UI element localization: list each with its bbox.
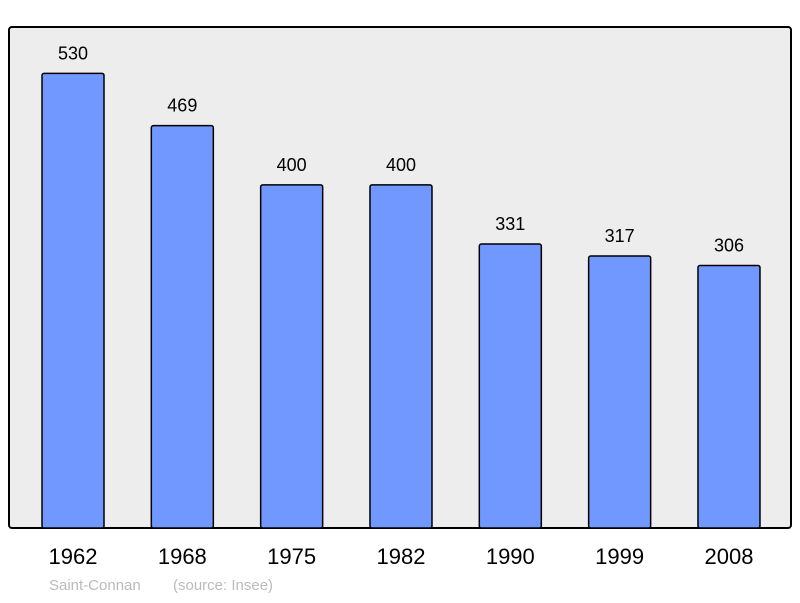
x-tick-label: 1990 (486, 544, 535, 569)
data-label: 317 (605, 226, 635, 246)
data-label: 400 (386, 155, 416, 175)
footer-source: (source: Insee) (173, 577, 273, 594)
x-tick-label: 1982 (377, 544, 426, 569)
x-tick-label: 1962 (49, 544, 98, 569)
data-label: 306 (714, 235, 744, 255)
x-tick-label: 1968 (158, 544, 207, 569)
data-label: 530 (58, 43, 88, 63)
data-label: 400 (277, 155, 307, 175)
bar-1962 (41, 72, 105, 529)
x-tick-label: 1975 (267, 544, 316, 569)
bar-1990 (478, 243, 543, 529)
bar-1999 (587, 255, 652, 529)
data-label: 469 (167, 96, 197, 116)
bar-1968 (150, 124, 215, 529)
x-tick-label: 2008 (705, 544, 754, 569)
x-tick-label: 1999 (595, 544, 644, 569)
bar-2008 (697, 264, 761, 529)
bar-1982 (369, 184, 433, 529)
bar-1975 (259, 184, 324, 529)
data-label: 331 (495, 214, 525, 234)
footer-place: Saint-Connan (49, 577, 141, 594)
